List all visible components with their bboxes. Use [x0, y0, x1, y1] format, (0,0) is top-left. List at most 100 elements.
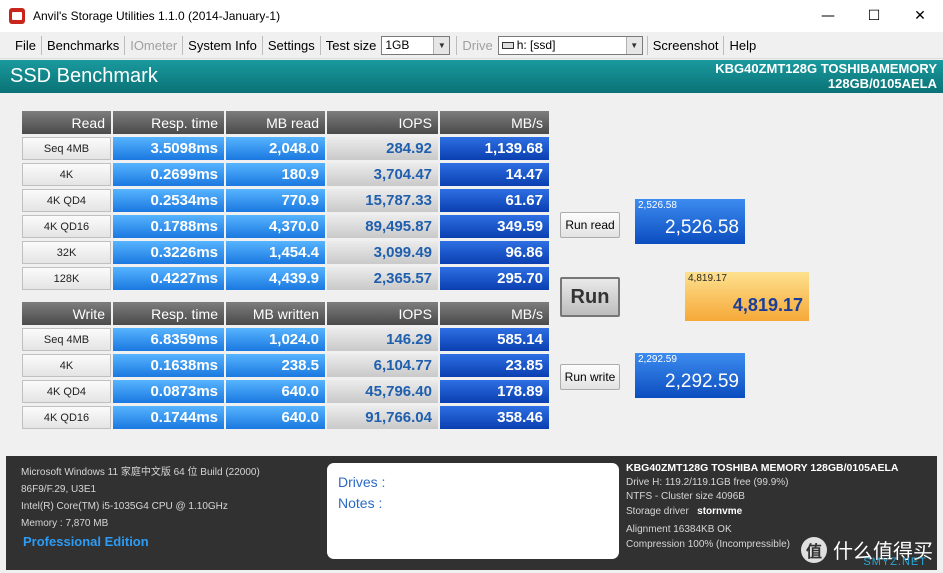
drive-info-compression: Compression 100% (Incompressible)	[626, 538, 790, 550]
menu-settings[interactable]: Settings	[261, 35, 320, 55]
drive-info-free: Drive H: 119.2/119.1GB free (99.9%)	[626, 476, 789, 488]
memory-info: Memory : 7,870 MB	[21, 518, 109, 529]
cpu-info: Intel(R) Core(TM) i5-1035G4 CPU @ 1.10GH…	[21, 501, 228, 512]
page-title: SSD Benchmark	[10, 65, 158, 87]
read-header-label: Read	[22, 111, 111, 134]
write-iops: 91,766.04	[327, 406, 438, 429]
total-score-value: 4,819.17	[732, 295, 803, 315]
read-header-iops: IOPS	[327, 111, 438, 134]
watermark-logo-icon: 值	[801, 536, 827, 563]
read-iops: 15,787.33	[327, 189, 438, 212]
read-iops: 89,495.87	[327, 215, 438, 238]
notes-box[interactable]: Drives : Notes :	[327, 463, 619, 559]
drive-model-line2: 128GB/0105AELA	[827, 76, 937, 91]
write-row-label[interactable]: Seq 4MB	[22, 328, 111, 351]
menu-system-info[interactable]: System Info	[182, 35, 262, 55]
read-iops: 2,365.57	[327, 267, 438, 290]
write-resp-time: 0.0873ms	[113, 380, 224, 403]
read-score-small: 2,526.58	[638, 200, 677, 211]
write-mbs: 23.85	[440, 354, 549, 377]
maximize-button[interactable]: ☐	[867, 8, 881, 24]
drives-label: Drives :	[338, 474, 386, 490]
write-mb: 238.5	[226, 354, 325, 377]
run-read-button[interactable]: Run read	[560, 212, 620, 238]
read-row-label[interactable]: 4K QD4	[22, 189, 111, 212]
minimize-button[interactable]: —	[821, 8, 835, 24]
read-mbs: 295.70	[440, 267, 549, 290]
close-button[interactable]: ✕	[914, 8, 926, 24]
drive-select[interactable]: h: [ssd] ▼	[497, 35, 643, 55]
write-mbs: 585.14	[440, 328, 549, 351]
drive-info: KBG40ZMT128G TOSHIBA MEMORY 128GB/0105AE…	[626, 461, 932, 552]
read-mb: 770.9	[226, 189, 325, 212]
read-row-label[interactable]: 4K	[22, 163, 111, 186]
watermark-sub: SMYZ.NET	[863, 556, 927, 568]
menu-help[interactable]: Help	[723, 35, 761, 55]
read-resp-time: 0.4227ms	[113, 267, 224, 290]
write-mb: 640.0	[226, 406, 325, 429]
total-score: 4,819.17 4,819.17	[685, 272, 809, 321]
menu-iometer[interactable]: IOmeter	[124, 35, 182, 55]
write-row-label[interactable]: 4K QD16	[22, 406, 111, 429]
drive-info-driver: Storage driver stornvme	[626, 505, 932, 520]
edition-label: Professional Edition	[23, 534, 149, 549]
write-resp-time: 6.8359ms	[113, 328, 224, 351]
read-mbs: 1,139.68	[440, 137, 549, 160]
read-mb: 4,439.9	[226, 267, 325, 290]
write-iops: 146.29	[327, 328, 438, 351]
menu-benchmarks[interactable]: Benchmarks	[40, 35, 124, 55]
drive-value: h: [ssd]	[516, 38, 556, 52]
total-score-small: 4,819.17	[688, 273, 727, 284]
read-resp-time: 0.2699ms	[113, 163, 224, 186]
write-row-label[interactable]: 4K	[22, 354, 111, 377]
storage-driver-value: stornvme	[697, 505, 743, 517]
menu-bar: File Benchmarks IOmeter System Info Sett…	[0, 32, 943, 59]
bios-info: 86F9/F.29, U3E1	[21, 484, 97, 495]
write-resp-time: 0.1638ms	[113, 354, 224, 377]
write-mb: 1,024.0	[226, 328, 325, 351]
read-row-label[interactable]: Seq 4MB	[22, 137, 111, 160]
write-mbs: 178.89	[440, 380, 549, 403]
drive-icon	[501, 41, 514, 49]
drive-info-fs: NTFS - Cluster size 4096B	[626, 491, 745, 502]
read-mb: 4,370.0	[226, 215, 325, 238]
run-button[interactable]: Run	[560, 277, 620, 317]
write-row-label[interactable]: 4K QD4	[22, 380, 111, 403]
run-write-button[interactable]: Run write	[560, 364, 620, 390]
read-resp-time: 3.5098ms	[113, 137, 224, 160]
read-row-label[interactable]: 4K QD16	[22, 215, 111, 238]
read-mb: 2,048.0	[226, 137, 325, 160]
read-mbs: 96.86	[440, 241, 549, 264]
app-icon	[9, 8, 25, 24]
test-size-value: 1GB	[385, 38, 410, 52]
read-mb: 1,454.4	[226, 241, 325, 264]
chevron-down-icon[interactable]: ▼	[433, 36, 450, 54]
menu-screenshot[interactable]: Screenshot	[646, 35, 724, 55]
write-header-resp: Resp. time	[113, 302, 224, 325]
chevron-down-icon[interactable]: ▼	[625, 36, 642, 54]
read-row-label[interactable]: 32K	[22, 241, 111, 264]
read-iops: 3,099.49	[327, 241, 438, 264]
write-header-iops: IOPS	[327, 302, 438, 325]
watermark: 值 什么值得买 SMYZ.NET	[801, 535, 933, 568]
test-size-select[interactable]: 1GB ▼	[381, 35, 451, 55]
drive-info-model: KBG40ZMT128G TOSHIBA MEMORY 128GB/0105AE…	[626, 462, 899, 474]
write-mbs: 358.46	[440, 406, 549, 429]
read-score: 2,526.58 2,526.58	[635, 199, 745, 244]
read-header-resp: Resp. time	[113, 111, 224, 134]
write-resp-time: 0.1744ms	[113, 406, 224, 429]
write-score: 2,292.59 2,292.59	[635, 353, 745, 398]
header-banner: SSD Benchmark KBG40ZMT128G TOSHIBAMEMORY…	[0, 60, 943, 93]
read-row-label[interactable]: 128K	[22, 267, 111, 290]
window-title: Anvil's Storage Utilities 1.1.0 (2014-Ja…	[33, 9, 281, 23]
menu-file[interactable]: File	[15, 37, 36, 53]
benchmark-panel: Read Resp. time MB read IOPS MB/s Seq 4M…	[0, 93, 943, 455]
read-iops: 284.92	[327, 137, 438, 160]
drive-label: Drive	[456, 35, 497, 55]
read-header-mb: MB read	[226, 111, 325, 134]
read-resp-time: 0.3226ms	[113, 241, 224, 264]
read-resp-time: 0.1788ms	[113, 215, 224, 238]
write-header-label: Write	[22, 302, 111, 325]
system-info: Microsoft Windows 11 家庭中文版 64 位 Build (2…	[21, 464, 260, 532]
read-iops: 3,704.47	[327, 163, 438, 186]
